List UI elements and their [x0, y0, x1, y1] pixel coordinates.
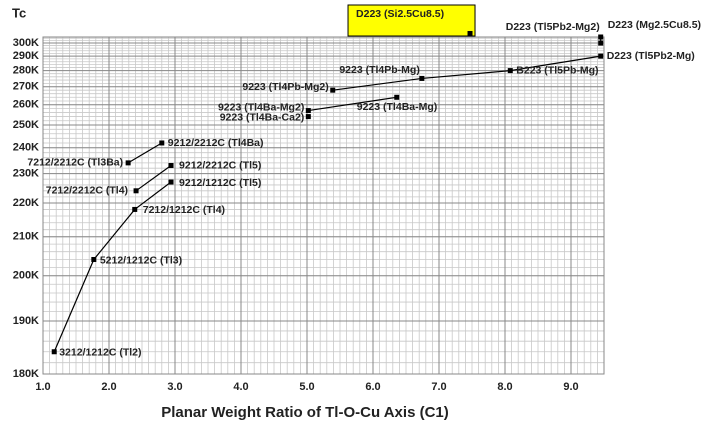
point	[133, 188, 139, 194]
point	[168, 163, 174, 169]
point	[305, 108, 311, 114]
point	[91, 256, 97, 262]
point	[132, 206, 138, 212]
x-tick-label: 1.0	[35, 381, 50, 393]
x-tick-label: 3.0	[167, 381, 182, 393]
point-label: 9223 (Tl4Ba-Mg2)	[218, 101, 304, 113]
point-label: D223 (Mg2.5Cu8.5)	[608, 19, 701, 31]
point-label: 9223 (Tl4Pb-Mg2)	[242, 81, 328, 93]
point-label: 9212/2212C (Tl5)	[179, 159, 261, 171]
point	[598, 34, 604, 40]
y-axis-title: Tc	[12, 5, 26, 20]
point	[598, 53, 604, 59]
point	[51, 349, 57, 355]
y-tick-label: 220K	[13, 197, 39, 209]
point-label: 7212/1212C (Tl4)	[143, 204, 225, 216]
x-tick-label: 5.0	[299, 381, 314, 393]
y-tick-label: 280K	[13, 65, 39, 77]
y-tick-label: 300K	[13, 37, 39, 49]
point-label: 9212/1212C (Tl5)	[179, 177, 261, 189]
grid	[42, 37, 605, 375]
point-label: D223 (Tl5Pb2-Mg)	[607, 50, 695, 62]
point	[159, 140, 165, 146]
point-label: 9212/2212C (Tl4Ba)	[168, 137, 264, 149]
y-tick-label: 240K	[13, 142, 39, 154]
point-label: 9223 (Tl4Ba-Ca2)	[220, 111, 305, 123]
point-label: B223 (Tl5Pb-Mg)	[516, 64, 598, 76]
y-tick-label: 180K	[13, 368, 39, 380]
highlight-box	[347, 4, 476, 37]
series-line	[127, 142, 163, 164]
series-line	[332, 55, 601, 91]
point	[305, 114, 311, 120]
point	[125, 160, 131, 166]
y-tick-label: 190K	[13, 315, 39, 327]
x-tick-label: 4.0	[233, 381, 248, 393]
x-tick-label: 6.0	[365, 381, 380, 393]
point-label: 7212/2212C (Tl4)	[46, 185, 128, 197]
point	[419, 75, 425, 81]
y-tick-label: 270K	[13, 81, 39, 93]
y-tick-label: 200K	[13, 270, 39, 282]
point-label: 9223 (Tl4Ba-Mg)	[357, 101, 438, 113]
y-tick-label: 260K	[13, 99, 39, 111]
point-label: 3212/1212C (Tl2)	[59, 347, 141, 359]
point	[467, 31, 473, 37]
point-label: 5212/1212C (Tl3)	[100, 254, 182, 266]
point-label: D223 (Si2.5Cu8.5)	[356, 8, 444, 20]
y-tick-label: 250K	[13, 119, 39, 131]
y-tick-label: 290K	[13, 50, 39, 62]
x-tick-label: 7.0	[431, 381, 446, 393]
point	[507, 68, 513, 74]
x-tick-label: 2.0	[101, 381, 116, 393]
point	[598, 40, 604, 46]
point	[330, 87, 336, 93]
point-label: 9223 (Tl4Pb-Mg)	[339, 64, 420, 76]
point-label: D223 (Tl5Pb2-Mg2)	[506, 21, 600, 33]
point	[168, 179, 174, 185]
x-axis-title: Planar Weight Ratio of Tl-O-Cu Axis (C1)	[161, 404, 449, 421]
point-label: 7212/2212C (Tl3Ba)	[27, 157, 123, 169]
series-line	[53, 181, 172, 352]
series-line	[308, 96, 397, 112]
series-line	[135, 165, 172, 192]
plot-frame	[42, 36, 605, 375]
y-tick-label: 210K	[13, 231, 39, 243]
point	[394, 94, 400, 100]
y-tick-label: 230K	[13, 168, 39, 180]
x-tick-label: 9.0	[563, 381, 578, 393]
x-tick-label: 8.0	[497, 381, 512, 393]
